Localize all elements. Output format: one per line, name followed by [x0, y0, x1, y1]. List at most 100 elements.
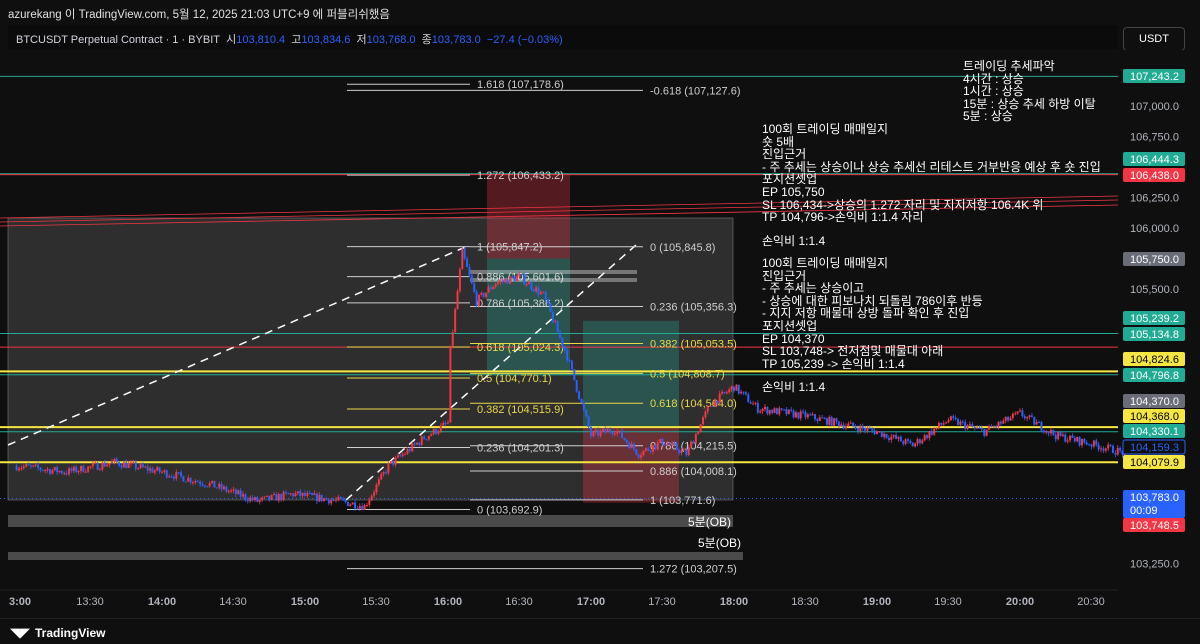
candle: [1019, 410, 1021, 412]
candle: [151, 468, 154, 473]
candle: [702, 417, 705, 425]
candle: [261, 497, 264, 501]
candle: [508, 276, 511, 284]
candle: [1057, 431, 1060, 440]
candle: [237, 490, 240, 495]
candle: [113, 458, 116, 462]
long-stop-zone: [583, 426, 679, 503]
price-tag: [1123, 152, 1185, 166]
candle: [992, 426, 995, 428]
candle: [878, 431, 881, 433]
fib-a-label: 0.618 (105,024.3): [477, 342, 564, 354]
candle: [783, 409, 786, 411]
candle: [477, 294, 480, 306]
candle: [194, 481, 197, 483]
candle: [899, 436, 902, 442]
candle: [623, 437, 626, 440]
candle: [690, 441, 693, 447]
candle: [830, 417, 833, 426]
candle: [659, 438, 662, 443]
candle: [761, 409, 764, 412]
candle: [590, 427, 592, 437]
candle: [654, 445, 657, 449]
price-tag-label: 104,370.0: [1130, 396, 1179, 408]
price-tag-label: 104,079.9: [1130, 457, 1179, 469]
candle: [127, 463, 130, 469]
candle: [146, 466, 149, 471]
annotation-line: 100회 트레이딩 매매일지: [762, 122, 889, 136]
candle: [358, 506, 361, 509]
price-tick: 105,500.0: [1130, 284, 1179, 296]
candle: [284, 492, 287, 494]
candle: [892, 434, 895, 437]
candle: [320, 494, 323, 501]
price-tag: [1123, 394, 1185, 408]
candle: [868, 427, 871, 429]
candle: [520, 274, 523, 276]
candle: [668, 443, 671, 446]
long-journal-annotation[interactable]: 100회 트레이딩 매매일지 진입근거 - 주 추세는 상승이고 - 상승에 대한 피…: [762, 257, 983, 370]
candle: [837, 421, 840, 427]
candle: [287, 493, 290, 495]
candle: [497, 282, 500, 285]
candle: [935, 427, 938, 429]
candle: [937, 422, 940, 428]
candle: [1035, 422, 1038, 425]
candle: [225, 486, 228, 492]
candle: [256, 497, 259, 502]
candle: [523, 274, 526, 285]
candle: [454, 309, 457, 333]
candle: [735, 384, 738, 391]
candle: [763, 406, 766, 410]
candle: [342, 498, 345, 500]
candle: [752, 403, 755, 405]
candle: [356, 508, 359, 510]
fib-b-label: -0.618 (107,127.6): [650, 85, 741, 97]
long-rr-annotation[interactable]: 손익비 1:1.4: [762, 380, 826, 394]
candle: [1066, 440, 1069, 442]
candle: [904, 439, 907, 444]
candle: [118, 462, 121, 466]
candle: [954, 417, 957, 420]
price-tag: [1123, 168, 1185, 182]
annotation-line: - 지지 저항 매물대 상방 돌파 확인 후 진입: [762, 306, 970, 321]
candle: [46, 469, 49, 471]
candle: [890, 436, 893, 440]
candle: [44, 469, 47, 471]
price-tag: [1123, 409, 1185, 423]
candle: [849, 422, 852, 424]
candle: [404, 453, 407, 455]
candle: [880, 431, 883, 437]
trend-annotation[interactable]: 트레이딩 추세파악 4시간 : 상승 1시간 : 상승 15분 : 상승 추세 하방 …: [963, 60, 1096, 123]
candle: [230, 490, 233, 492]
candle: [995, 426, 998, 428]
candle: [301, 492, 304, 496]
time-tick: 14:30: [219, 596, 247, 608]
candle: [742, 391, 745, 393]
fib-b-label: 0.236 (105,356.3): [650, 302, 737, 314]
candle: [647, 448, 650, 451]
candle: [644, 448, 647, 451]
price-chart[interactable]: 1.618 (107,178.6) 1.272 (106,433.2) 1 (105…: [0, 0, 1200, 618]
candle: [1071, 435, 1074, 438]
candle: [628, 442, 631, 449]
candle: [115, 458, 118, 463]
tradingview-logo[interactable]: ◥◤ TradingView: [10, 625, 105, 641]
candle: [506, 279, 509, 284]
candle: [323, 498, 326, 501]
candle: [292, 493, 295, 497]
short-journal-annotation[interactable]: 100회 트레이딩 매매일지 숏 5배 진입근거 - 주 추세는 상승이나 상승 추세…: [762, 123, 1101, 224]
candle: [594, 430, 597, 432]
price-tag-label: 105,134.8: [1130, 329, 1179, 341]
annotation-line: EP 104,370: [762, 331, 825, 346]
short-rr-annotation[interactable]: 손익비 1:1.4: [762, 234, 826, 248]
close-value: 103,783.0: [431, 34, 481, 46]
candle: [270, 494, 273, 500]
candle: [940, 422, 943, 425]
candle: [1085, 442, 1088, 445]
candle: [1021, 410, 1024, 417]
candle: [265, 495, 268, 497]
candle: [99, 469, 102, 471]
symbol-name[interactable]: BTCUSDT Perpetual Contract · 1 · BYBIT: [16, 34, 220, 46]
currency-button[interactable]: USDT: [1123, 27, 1185, 51]
